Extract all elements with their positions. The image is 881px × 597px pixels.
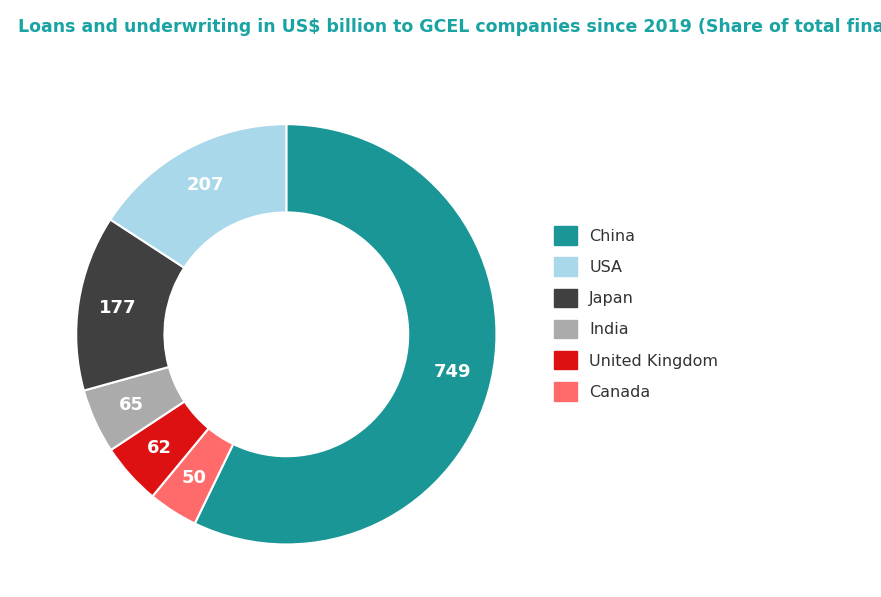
Wedge shape xyxy=(195,124,497,544)
Text: 50: 50 xyxy=(181,469,207,487)
Wedge shape xyxy=(110,124,286,267)
Legend: China, USA, Japan, India, United Kingdom, Canada: China, USA, Japan, India, United Kingdom… xyxy=(554,226,718,401)
Text: 749: 749 xyxy=(433,364,471,381)
Text: 207: 207 xyxy=(187,176,224,193)
Text: 65: 65 xyxy=(119,396,144,414)
Wedge shape xyxy=(76,220,184,390)
Wedge shape xyxy=(152,428,233,524)
Wedge shape xyxy=(84,367,184,450)
Text: Loans and underwriting in US$ billion to GCEL companies since 2019 (Share of tot: Loans and underwriting in US$ billion to… xyxy=(18,18,881,36)
Text: 177: 177 xyxy=(100,299,137,317)
Wedge shape xyxy=(111,401,209,496)
Text: 62: 62 xyxy=(147,439,172,457)
